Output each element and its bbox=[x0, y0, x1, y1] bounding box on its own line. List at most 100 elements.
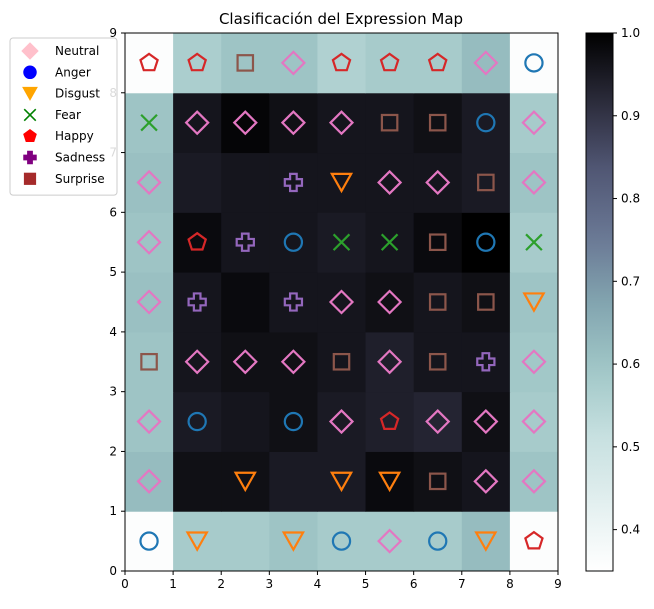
x-tick-label: 5 bbox=[362, 577, 370, 591]
marker-surprise bbox=[236, 54, 255, 72]
colorbar-tick-label: 0.7 bbox=[621, 274, 640, 288]
heatmap-cell bbox=[125, 331, 174, 393]
heatmap-cell bbox=[509, 331, 559, 393]
legend-marker bbox=[23, 172, 37, 185]
marker-neutral bbox=[184, 110, 210, 136]
marker-neutral bbox=[521, 468, 547, 494]
legend-marker bbox=[22, 86, 38, 101]
marker-surprise bbox=[477, 173, 495, 192]
y-tick-label: 9 bbox=[109, 26, 117, 40]
heatmap-cell bbox=[317, 92, 367, 154]
heatmap-cell bbox=[173, 33, 222, 94]
marker-surprise bbox=[428, 113, 447, 132]
marker-neutral bbox=[136, 408, 162, 435]
x-tick-label: 1 bbox=[169, 577, 177, 591]
heatmap-cell bbox=[269, 152, 318, 213]
heatmap-cell bbox=[413, 33, 463, 94]
heatmap-cell bbox=[365, 331, 415, 393]
heatmap-cell bbox=[173, 511, 222, 572]
marker-anger bbox=[187, 411, 207, 432]
marker-happy bbox=[139, 52, 159, 72]
marker-disgust bbox=[474, 531, 498, 552]
heatmap-cell bbox=[221, 152, 270, 213]
marker-anger bbox=[331, 531, 352, 551]
marker-sadness bbox=[283, 172, 304, 193]
marker-neutral bbox=[377, 528, 403, 554]
marker-neutral bbox=[232, 349, 258, 375]
legend-item: Neutral bbox=[21, 42, 99, 60]
marker-happy bbox=[187, 231, 208, 251]
legend-marker bbox=[23, 108, 37, 122]
heatmap-cell bbox=[365, 391, 415, 452]
legend-label: Disgust bbox=[55, 87, 100, 101]
heatmap-cell bbox=[173, 391, 222, 452]
heatmap-cell bbox=[413, 331, 463, 393]
marker-neutral bbox=[377, 289, 403, 315]
plot-frame bbox=[124, 32, 559, 572]
marker-neutral bbox=[136, 468, 162, 494]
heatmap-cell bbox=[173, 331, 222, 393]
heatmap-cell bbox=[461, 391, 511, 452]
x-tick-label: 4 bbox=[314, 577, 322, 591]
x-tick-label: 8 bbox=[506, 577, 514, 591]
marker-fear bbox=[380, 233, 399, 251]
legend-item: Anger bbox=[23, 65, 91, 80]
marker-disgust bbox=[329, 471, 354, 493]
heatmap-cell bbox=[125, 511, 174, 572]
marker-neutral bbox=[425, 169, 451, 196]
marker-sadness bbox=[283, 292, 304, 312]
heatmap-cell bbox=[461, 331, 511, 393]
y-tick-label: 6 bbox=[109, 205, 117, 219]
y-tick-label: 3 bbox=[109, 385, 117, 399]
legend-marker bbox=[23, 150, 37, 165]
heatmap-cell bbox=[173, 92, 222, 154]
marker-happy bbox=[379, 52, 400, 72]
legend-item: Sadness bbox=[23, 150, 105, 165]
heatmap-cell bbox=[269, 272, 318, 333]
legend-item: Fear bbox=[23, 108, 81, 122]
marker-anger bbox=[524, 53, 544, 73]
heatmap-cell bbox=[461, 511, 511, 572]
marker-surprise bbox=[428, 472, 447, 491]
colorbar-tick-label: 0.6 bbox=[621, 357, 640, 371]
marker-fear bbox=[140, 113, 158, 132]
marker-surprise bbox=[332, 352, 351, 371]
marker-disgust bbox=[185, 531, 209, 552]
heatmap-cell bbox=[461, 92, 511, 154]
heatmap-cell bbox=[461, 152, 511, 213]
marker-disgust bbox=[329, 172, 354, 194]
heatmap-cell bbox=[509, 272, 559, 333]
legend-marker bbox=[23, 129, 37, 143]
marker-neutral bbox=[377, 349, 403, 375]
heatmap-cell bbox=[317, 331, 367, 393]
heatmap-cell bbox=[269, 331, 318, 393]
legend-item: Happy bbox=[23, 129, 94, 143]
heatmap-cell bbox=[221, 212, 270, 273]
marker-disgust bbox=[281, 531, 305, 552]
heatmap-cell bbox=[509, 451, 559, 512]
heatmap-cell bbox=[365, 451, 415, 512]
heatmap-cell bbox=[269, 92, 318, 154]
heatmap-cell bbox=[365, 511, 415, 572]
heatmap-cell bbox=[221, 331, 270, 393]
marker-neutral bbox=[184, 349, 210, 375]
heatmap-cell bbox=[221, 451, 270, 512]
heatmap-cell bbox=[509, 92, 559, 154]
colorbar-tick-label: 0.8 bbox=[621, 192, 640, 206]
marker-happy bbox=[427, 52, 448, 72]
heatmap-cell bbox=[317, 152, 367, 213]
legend-marker bbox=[21, 42, 39, 60]
legend-label: Sadness bbox=[55, 151, 105, 165]
marker-sadness bbox=[187, 292, 207, 312]
heatmap-cell bbox=[317, 451, 367, 512]
colorbar: 0.4 0.5 0.6 0.7 0.8 0.9 1.0 bbox=[585, 26, 640, 572]
heatmap-cell bbox=[269, 511, 318, 572]
heatmap-cell bbox=[269, 451, 318, 512]
legend-marker bbox=[23, 65, 37, 80]
marker-sadness bbox=[476, 352, 496, 372]
legend-item: Disgust bbox=[22, 86, 100, 101]
marker-happy bbox=[331, 52, 352, 72]
heatmap-cell bbox=[317, 33, 367, 94]
colorbar-tick-label: 0.4 bbox=[621, 523, 640, 537]
